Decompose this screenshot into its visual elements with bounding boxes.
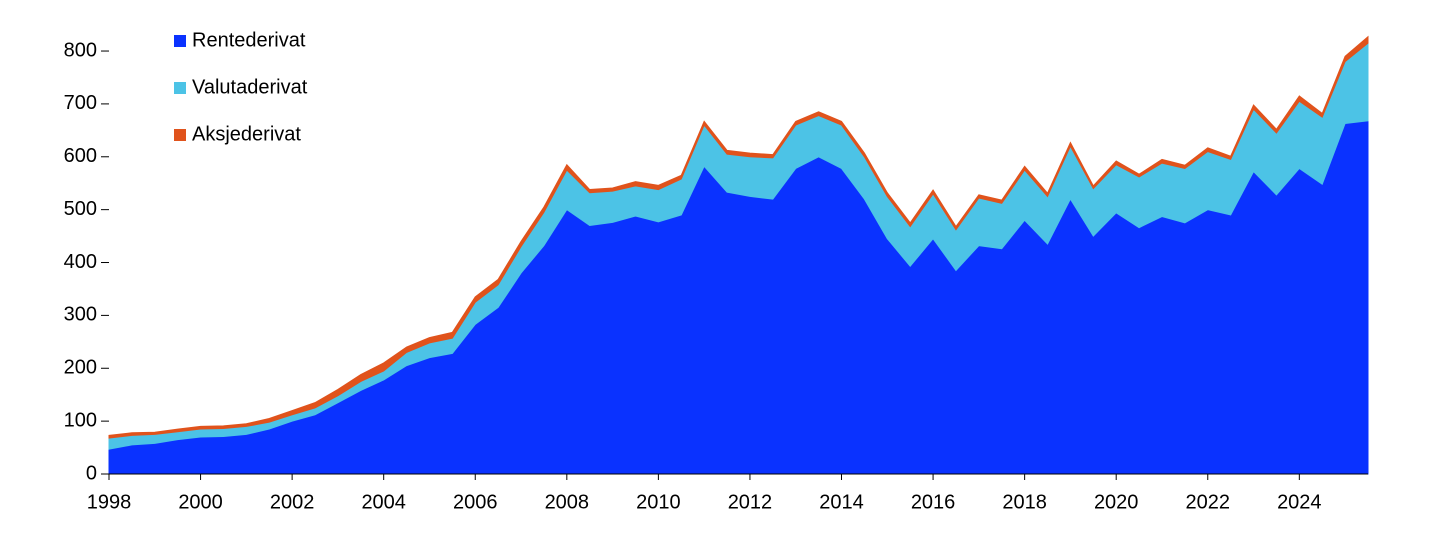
y-tick-label: 400 — [64, 251, 97, 273]
x-tick-label: 2002 — [270, 491, 315, 513]
legend-swatch — [174, 35, 186, 47]
x-tick-label: 2024 — [1277, 491, 1322, 513]
y-tick-label: 700 — [64, 92, 97, 114]
x-tick-label: 2022 — [1186, 491, 1231, 513]
legend-label: Valutaderivat — [192, 76, 308, 98]
legend-swatch — [174, 82, 186, 94]
x-tick-label: 2018 — [1002, 491, 1047, 513]
legend-label: Aksjederivat — [192, 123, 301, 145]
y-tick-label: 500 — [64, 198, 97, 220]
y-tick-label: 200 — [64, 357, 97, 379]
x-tick-label: 2020 — [1094, 491, 1139, 513]
x-tick-label: 1998 — [87, 491, 132, 513]
area — [108, 35, 1369, 439]
legend-label: Rentederivat — [192, 29, 306, 51]
x-tick-label: 2006 — [453, 491, 498, 513]
x-tick-label: 2014 — [819, 491, 864, 513]
y-tick-label: 0 — [86, 462, 97, 484]
x-tick-label: 2016 — [911, 491, 956, 513]
legend-swatch — [174, 129, 186, 141]
y-tick-label: 600 — [64, 145, 97, 167]
y-tick-label: 100 — [64, 409, 97, 431]
x-tick-label: 2012 — [728, 491, 773, 513]
y-tick-label: 800 — [64, 39, 97, 61]
x-tick-label: 2000 — [178, 491, 223, 513]
y-tick-label: 300 — [64, 304, 97, 326]
x-tick-label: 2010 — [636, 491, 681, 513]
x-tick-label: 2008 — [545, 491, 590, 513]
x-tick-label: 2004 — [361, 491, 406, 513]
